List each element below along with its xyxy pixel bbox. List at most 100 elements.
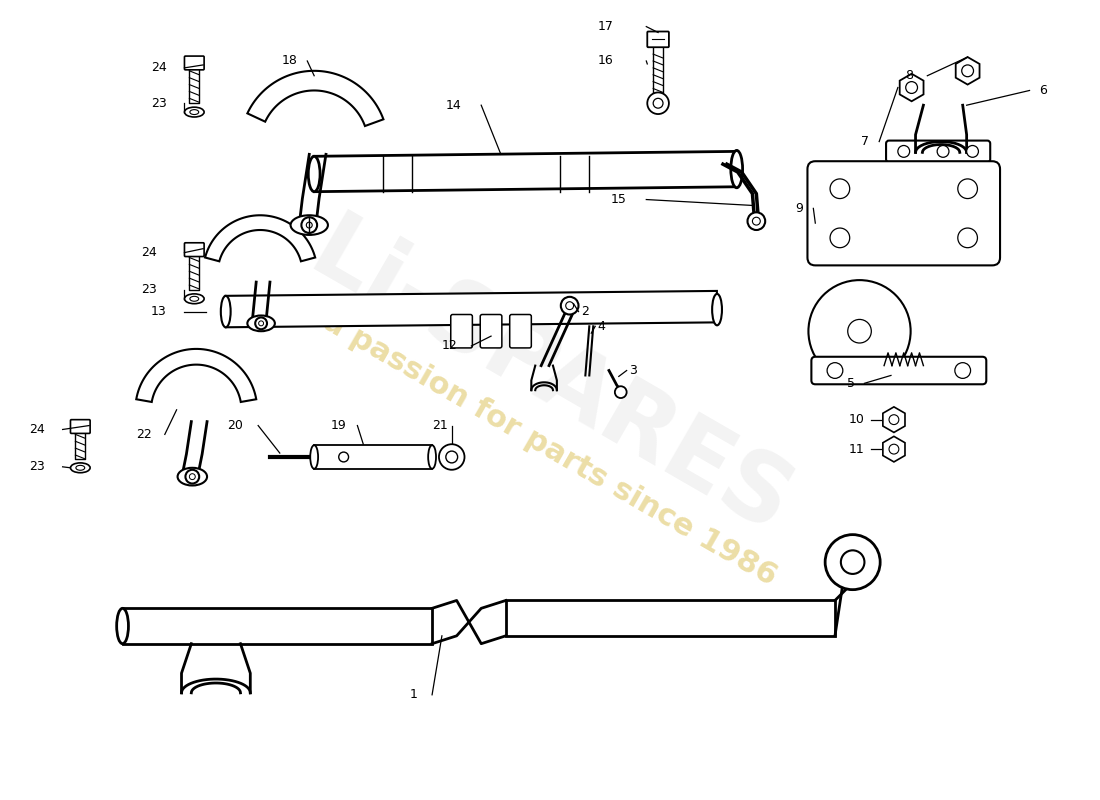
Circle shape	[752, 218, 760, 225]
Text: 14: 14	[446, 98, 462, 112]
Ellipse shape	[177, 468, 207, 486]
Text: 18: 18	[282, 54, 297, 67]
Circle shape	[905, 82, 917, 94]
Text: 10: 10	[848, 413, 865, 426]
Circle shape	[830, 179, 849, 198]
Circle shape	[967, 146, 978, 158]
Circle shape	[189, 474, 196, 479]
Polygon shape	[900, 74, 924, 102]
FancyBboxPatch shape	[812, 357, 987, 384]
Polygon shape	[956, 57, 979, 85]
Ellipse shape	[76, 466, 85, 470]
Text: 6: 6	[1040, 84, 1047, 97]
Ellipse shape	[221, 296, 231, 327]
Circle shape	[961, 65, 974, 77]
FancyBboxPatch shape	[807, 162, 1000, 266]
Ellipse shape	[290, 215, 328, 235]
Circle shape	[958, 228, 978, 248]
Polygon shape	[506, 601, 835, 636]
Circle shape	[647, 93, 669, 114]
Circle shape	[808, 280, 911, 382]
Circle shape	[898, 146, 910, 158]
Text: 24: 24	[151, 62, 167, 74]
Circle shape	[339, 452, 349, 462]
Text: 5: 5	[847, 377, 855, 390]
Text: 4: 4	[597, 320, 605, 333]
Polygon shape	[315, 446, 432, 469]
Circle shape	[825, 534, 880, 590]
Text: 13: 13	[151, 305, 167, 318]
Circle shape	[615, 386, 627, 398]
Text: 12: 12	[442, 339, 458, 353]
Circle shape	[565, 302, 573, 310]
Polygon shape	[226, 291, 717, 327]
Text: 15: 15	[610, 193, 627, 206]
Text: 2: 2	[582, 305, 590, 318]
Ellipse shape	[712, 294, 722, 326]
Circle shape	[561, 297, 579, 314]
Ellipse shape	[308, 156, 320, 192]
Circle shape	[840, 550, 865, 574]
FancyBboxPatch shape	[647, 31, 669, 47]
Ellipse shape	[185, 294, 205, 304]
Circle shape	[439, 444, 464, 470]
Text: 17: 17	[598, 20, 614, 33]
Circle shape	[848, 319, 871, 343]
Text: 23: 23	[141, 283, 157, 297]
Text: 21: 21	[432, 419, 448, 432]
Polygon shape	[136, 349, 256, 402]
Circle shape	[889, 444, 899, 454]
Ellipse shape	[117, 608, 129, 644]
FancyBboxPatch shape	[185, 56, 205, 70]
Text: 24: 24	[141, 246, 157, 259]
Circle shape	[889, 414, 899, 425]
FancyBboxPatch shape	[509, 314, 531, 348]
Circle shape	[446, 451, 458, 463]
Polygon shape	[122, 608, 432, 644]
Circle shape	[301, 218, 317, 233]
Text: Li-SPARES: Li-SPARES	[294, 206, 806, 555]
Text: 20: 20	[228, 419, 243, 432]
Text: 23: 23	[151, 97, 167, 110]
FancyBboxPatch shape	[70, 420, 90, 434]
FancyBboxPatch shape	[451, 314, 472, 348]
Text: 8: 8	[905, 70, 914, 82]
Circle shape	[306, 222, 312, 228]
Polygon shape	[205, 215, 316, 262]
Circle shape	[955, 362, 970, 378]
Text: 23: 23	[30, 460, 45, 474]
Circle shape	[258, 321, 264, 326]
Circle shape	[186, 470, 199, 483]
Polygon shape	[883, 436, 905, 462]
Circle shape	[748, 212, 766, 230]
Text: 11: 11	[849, 442, 865, 456]
Polygon shape	[248, 71, 384, 126]
Ellipse shape	[730, 150, 743, 188]
Text: 7: 7	[861, 135, 869, 148]
Polygon shape	[314, 151, 737, 192]
Text: 9: 9	[795, 202, 803, 215]
Polygon shape	[883, 407, 905, 433]
Ellipse shape	[428, 446, 436, 469]
Circle shape	[827, 362, 843, 378]
Ellipse shape	[190, 110, 199, 114]
Text: 24: 24	[30, 423, 45, 436]
Ellipse shape	[310, 446, 318, 469]
Text: 3: 3	[628, 364, 637, 377]
Circle shape	[255, 318, 267, 330]
Circle shape	[830, 228, 849, 248]
Text: 19: 19	[331, 419, 346, 432]
Text: 1: 1	[409, 688, 417, 702]
Circle shape	[958, 179, 978, 198]
FancyBboxPatch shape	[481, 314, 502, 348]
FancyBboxPatch shape	[185, 242, 205, 257]
Ellipse shape	[185, 107, 205, 117]
Circle shape	[937, 146, 949, 158]
Text: a passion for parts since 1986: a passion for parts since 1986	[318, 307, 782, 591]
FancyBboxPatch shape	[887, 141, 990, 162]
Ellipse shape	[248, 315, 275, 331]
Text: 22: 22	[136, 428, 152, 441]
Ellipse shape	[70, 463, 90, 473]
Text: 16: 16	[598, 54, 614, 67]
Ellipse shape	[190, 296, 199, 302]
